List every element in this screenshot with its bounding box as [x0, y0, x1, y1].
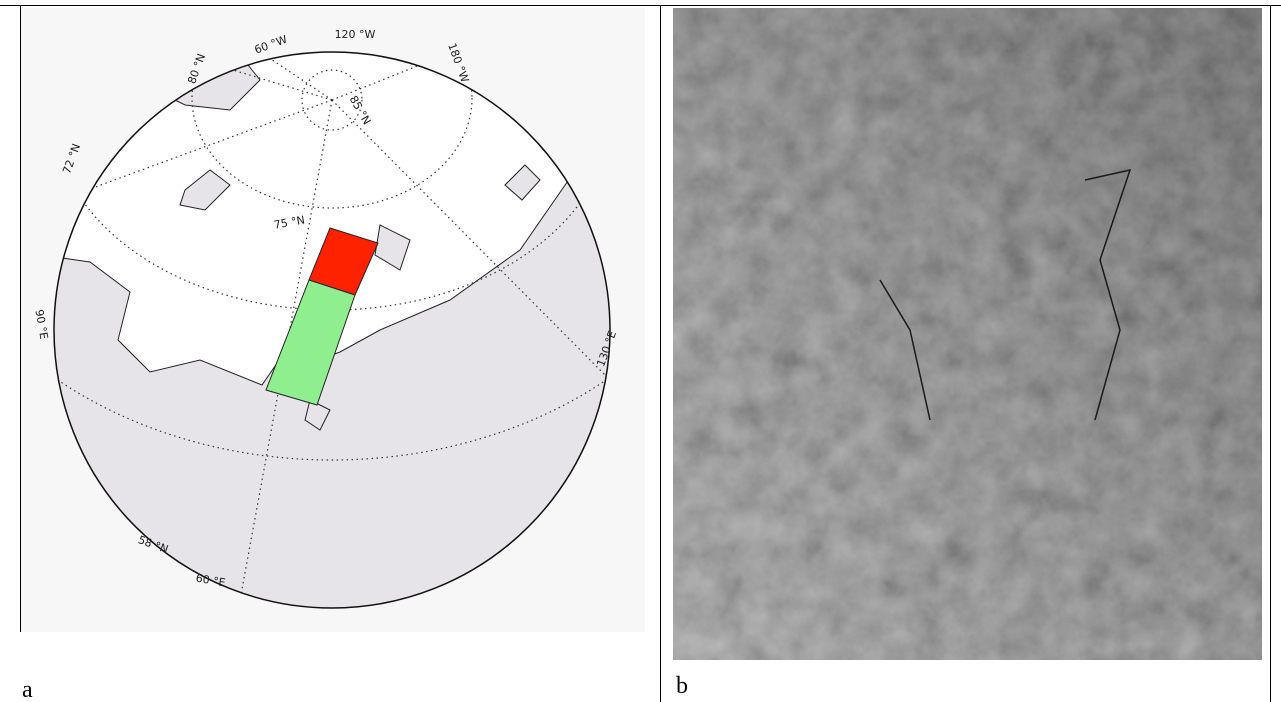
caption: a	[22, 677, 33, 702]
satellite-image	[673, 8, 1262, 660]
page: 80 °N60 °W120 °W180 °W85 °N72 °N75 °N90 …	[0, 0, 1281, 702]
figure: 80 °N60 °W120 °W180 °W85 °N72 °N75 °N90 …	[0, 0, 1281, 702]
caption: b	[676, 673, 688, 699]
map-label: 120 °W	[335, 28, 376, 41]
